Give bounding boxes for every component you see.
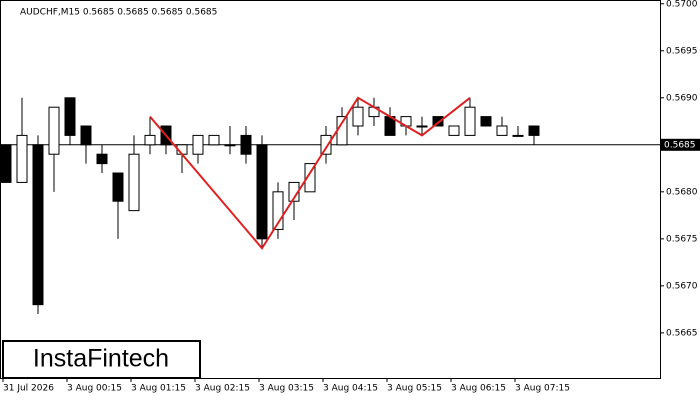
- price-box: [660, 138, 700, 151]
- candle-body: [320, 134, 332, 155]
- x-tick-label: 3 Aug 06:15: [451, 384, 506, 394]
- candle-body: [432, 116, 444, 127]
- candle-body: [240, 134, 252, 155]
- x-tick-label: 3 Aug 05:15: [387, 384, 442, 394]
- candle-body: [144, 134, 156, 146]
- x-tick-label: 3 Aug 01:15: [131, 384, 186, 394]
- candle-body: [416, 125, 428, 128]
- candle-body: [48, 106, 60, 155]
- candle-body: [112, 172, 124, 202]
- candle-body: [512, 134, 524, 137]
- candle-body: [336, 116, 348, 146]
- candle-body: [192, 134, 204, 155]
- candle-body: [496, 125, 508, 136]
- candle-body: [448, 125, 460, 136]
- candle-body: [224, 144, 236, 147]
- logo-box: [2, 340, 201, 379]
- candle-body: [256, 144, 268, 240]
- candle-body: [64, 97, 76, 136]
- candle-body: [304, 163, 316, 193]
- candle-body: [352, 106, 364, 127]
- x-tick-label: 3 Aug 04:15: [323, 384, 378, 394]
- x-tick-label: 3 Aug 02:15: [195, 384, 250, 394]
- candle-body: [480, 116, 492, 127]
- y-tick-label: 0.5695: [666, 46, 698, 56]
- y-tick-label: 0.5680: [666, 187, 698, 197]
- logo: InstaFintech: [33, 345, 169, 373]
- x-tick-label: 3 Aug 00:15: [67, 384, 122, 394]
- plot-frame: [0, 0, 661, 379]
- y-tick-label: 0.5690: [666, 93, 698, 103]
- candle-body: [272, 191, 284, 230]
- chart-header: AUDCHF,M15 0.5685 0.5685 0.5685 0.5685: [20, 8, 217, 18]
- candle-body: [16, 134, 28, 183]
- candle-body: [32, 144, 44, 306]
- candle-body: [80, 125, 92, 146]
- y-tick-label: 0.5670: [666, 281, 698, 291]
- candle-body: [208, 134, 220, 146]
- pattern-line: [149, 96, 471, 250]
- current-price-label: 0.5685: [664, 140, 696, 150]
- y-tick-label: 0.5675: [666, 234, 698, 244]
- candle-body: [464, 106, 476, 136]
- y-tick-label: 0.5700: [666, 0, 698, 9]
- candle-body: [96, 153, 108, 165]
- x-tick-label: 3 Aug 03:15: [259, 384, 314, 394]
- candle-body: [0, 144, 12, 183]
- y-tick-label: 0.5665: [666, 328, 698, 338]
- candle-body: [528, 125, 540, 136]
- x-tick-label: 31 Jul 2026: [3, 384, 54, 394]
- candle-body: [128, 153, 140, 212]
- x-tick-label: 3 Aug 07:15: [515, 384, 570, 394]
